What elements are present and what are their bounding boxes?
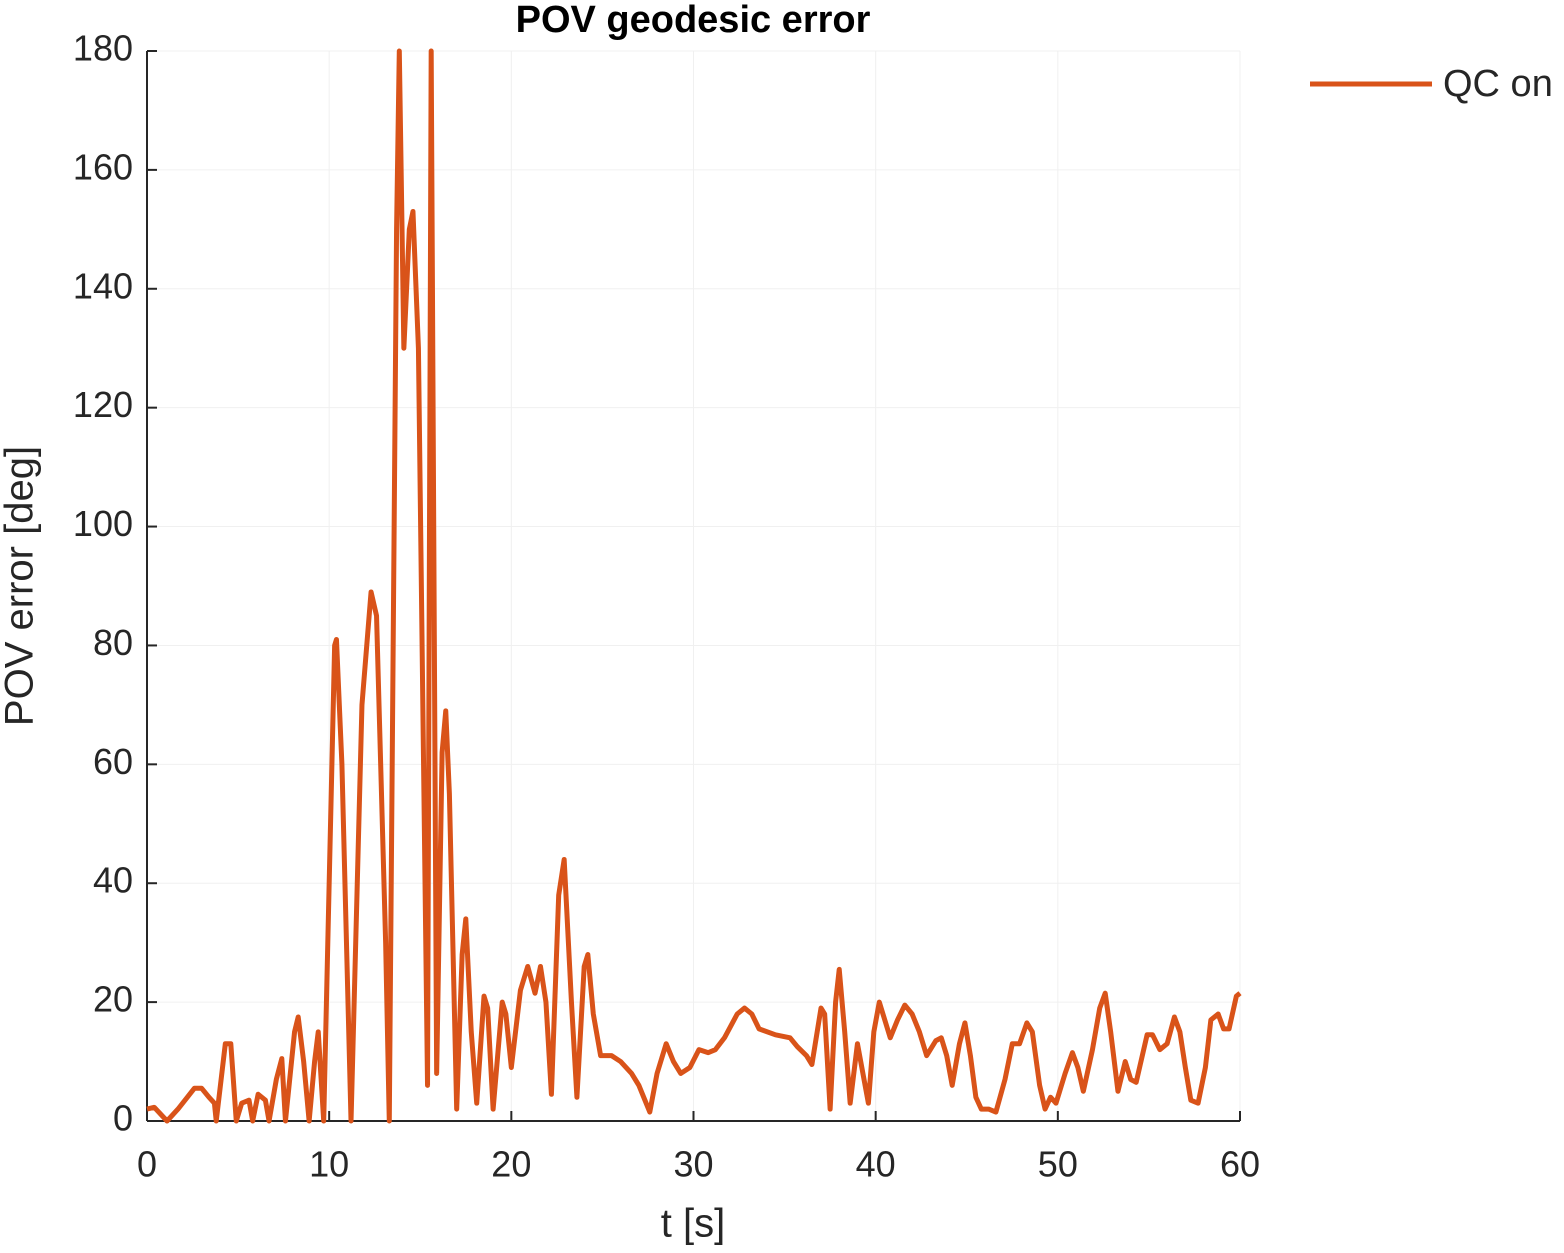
x-axis-label: t [s] xyxy=(661,1202,725,1246)
x-tick-label: 10 xyxy=(309,1144,349,1185)
y-tick-label: 40 xyxy=(93,860,133,901)
x-tick-label: 0 xyxy=(137,1144,157,1185)
x-tick-label: 30 xyxy=(673,1144,713,1185)
chart-title: POV geodesic error xyxy=(516,0,871,41)
y-tick-label: 160 xyxy=(73,146,133,187)
y-tick-label: 20 xyxy=(93,979,133,1020)
legend-label: QC on xyxy=(1443,63,1553,105)
y-tick-label: 180 xyxy=(73,28,133,69)
y-tick-label: 100 xyxy=(73,503,133,544)
x-tick-label: 20 xyxy=(491,1144,531,1185)
y-tick-label: 0 xyxy=(113,1098,133,1139)
x-tick-label: 40 xyxy=(856,1144,896,1185)
y-axis-label: POV error [deg] xyxy=(0,446,42,726)
x-tick-label: 50 xyxy=(1038,1144,1078,1185)
y-tick-label: 60 xyxy=(93,741,133,782)
y-tick-label: 80 xyxy=(93,622,133,663)
y-tick-label: 120 xyxy=(73,384,133,425)
data-line xyxy=(146,48,1242,1124)
x-tick-label: 60 xyxy=(1220,1144,1260,1185)
y-tick-label: 140 xyxy=(73,265,133,306)
